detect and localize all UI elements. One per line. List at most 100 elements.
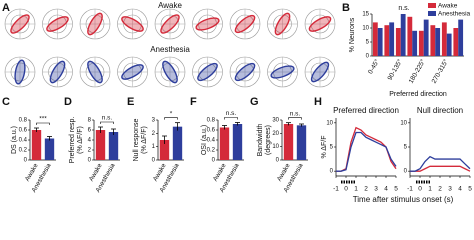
y-tick-label: 10 <box>362 26 369 32</box>
significance-bracket <box>36 122 50 125</box>
tuning-curve <box>234 14 256 34</box>
tuning-curve <box>49 60 66 84</box>
panel-label: A <box>2 2 10 14</box>
x-tick-label: 2 <box>364 186 368 193</box>
x-tick-label: 0-45° <box>366 58 381 76</box>
significance-bracket <box>224 117 238 120</box>
y-tick-label: 20 <box>272 131 279 137</box>
x-tick-label: 5 <box>468 186 472 193</box>
bar <box>95 130 106 160</box>
y-tick-label: 0 <box>404 169 408 175</box>
bar <box>31 130 42 160</box>
x-tick-label: 0 <box>418 186 422 193</box>
bar <box>384 25 390 56</box>
bar <box>446 33 452 56</box>
x-tick-label: 0 <box>344 186 348 193</box>
annotation: * <box>170 110 173 117</box>
annotation: n.s. <box>398 5 409 12</box>
y-tick-label: 8 <box>88 118 92 124</box>
y-tick-label: 2 <box>88 148 92 154</box>
x-tick-label: 1 <box>354 186 358 193</box>
y-tick-label: 10 <box>400 120 407 126</box>
tuning-curve <box>46 16 69 32</box>
bar <box>108 132 119 160</box>
bar <box>430 25 436 56</box>
y-tick-label: 10 <box>326 120 333 126</box>
tuning-curve <box>14 59 26 85</box>
annotation: *** <box>39 116 47 123</box>
y-tick-label: 0.2 <box>207 148 216 154</box>
x-tick-label: -1 <box>407 186 413 193</box>
subplot-title: Null direction <box>417 106 463 115</box>
y-axis-label: DS (a.u.) <box>11 126 18 154</box>
tuning-curve <box>234 62 256 82</box>
bar <box>232 124 243 160</box>
annotation: n.s. <box>226 110 237 117</box>
y-tick-label: 0.6 <box>207 128 216 134</box>
y-tick-label: 5 <box>404 145 408 151</box>
x-tick-label: 4 <box>458 186 462 193</box>
tuning-curve <box>195 17 220 31</box>
x-tick-label: 180-225° <box>407 58 427 85</box>
x-tick-label: 5 <box>394 186 398 193</box>
line-series <box>410 155 471 172</box>
y-tick-label: 15 <box>362 12 369 18</box>
panel-label: B <box>342 2 350 14</box>
y-tick-label: 3 <box>152 118 156 124</box>
bar <box>458 19 464 57</box>
y-tick-label: 0.2 <box>19 148 28 154</box>
y-tick-label: 0 <box>24 158 28 164</box>
y-axis-label: Null response <box>133 118 140 161</box>
annotation: n.s. <box>290 110 301 117</box>
x-tick-label: 4 <box>384 186 388 193</box>
annotation: n.s. <box>102 115 113 122</box>
tuning-curve <box>87 60 103 84</box>
y-tick-label: 0 <box>276 158 280 164</box>
y-tick-label: 5 <box>366 40 370 46</box>
y-tick-label: 6 <box>88 128 92 134</box>
y-tick-label: 0 <box>88 158 92 164</box>
x-tick-label: 3 <box>374 186 378 193</box>
significance-bracket <box>288 117 302 120</box>
tuning-curve <box>274 12 291 36</box>
legend-swatch <box>428 3 436 8</box>
significance-bracket <box>100 121 114 124</box>
bar <box>159 140 170 160</box>
panel-label: H <box>314 96 322 108</box>
line-series <box>410 165 471 172</box>
y-tick-label: 0 <box>212 158 216 164</box>
tuning-curve <box>270 65 295 79</box>
line-series <box>336 131 397 172</box>
bar <box>44 138 55 160</box>
panel-label: D <box>64 96 72 108</box>
y-tick-label: 1 <box>152 144 156 150</box>
y-axis-label: Bandwidth <box>257 124 264 157</box>
y-tick-label: 0.8 <box>207 118 216 124</box>
x-tick-label: 1 <box>428 186 432 193</box>
legend-label: Anesthesia <box>438 11 471 18</box>
bar <box>407 16 413 56</box>
bar <box>389 22 395 56</box>
x-tick-label: 2 <box>438 186 442 193</box>
y-tick-label: 0 <box>366 54 370 60</box>
panel-label: C <box>2 96 10 108</box>
bar <box>172 126 183 160</box>
panel-label: E <box>127 96 134 108</box>
significance-bracket <box>164 117 178 120</box>
y-tick-label: 0.8 <box>19 118 28 124</box>
tuning-curve <box>87 12 103 36</box>
x-tick-label: 270-315° <box>430 58 450 85</box>
y-tick-label: 10 <box>272 144 279 150</box>
y-tick-label: 2 <box>152 131 156 137</box>
y-axis-label: (degrees) <box>265 125 272 155</box>
tuning-curve <box>162 60 178 84</box>
y-axis-label: Preferred resp. <box>69 117 76 164</box>
y-axis-label: % Neurons <box>349 17 356 52</box>
y-axis-label: % ΔF/F <box>321 136 328 159</box>
legend-swatch <box>428 11 436 16</box>
tuning-curve <box>310 61 330 83</box>
y-axis-label: OSI (a.u.) <box>201 125 208 155</box>
bar <box>219 127 230 160</box>
tuning-curve <box>121 16 144 32</box>
